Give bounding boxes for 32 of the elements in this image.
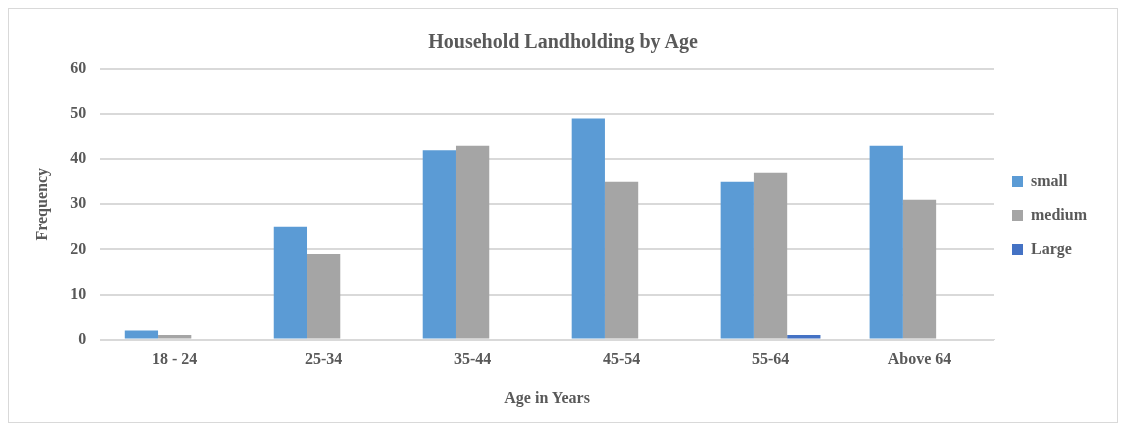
y-tick-label: 10 (70, 284, 87, 302)
y-tick-label: 60 (70, 59, 87, 77)
legend-label: medium (1031, 205, 1088, 223)
bar (124, 330, 159, 339)
bar (571, 118, 605, 339)
x-tick-label: 25-34 (304, 350, 343, 368)
bar (455, 145, 490, 339)
bar (158, 335, 192, 339)
y-tick-label: 20 (70, 239, 87, 257)
bar (787, 335, 821, 339)
y-tick-label: 40 (70, 149, 87, 167)
bar (307, 253, 341, 339)
legend-label: Large (1031, 239, 1072, 258)
y-tick-label: 0 (78, 329, 87, 347)
bar (604, 181, 639, 339)
bar (902, 199, 937, 339)
chart-title: Household Landholding by Age (428, 30, 698, 54)
x-tick-label: 35-44 (453, 350, 492, 368)
x-tick-label: 45-54 (602, 350, 641, 368)
bar (869, 145, 903, 339)
x-tick-label: 18 - 24 (152, 350, 198, 368)
y-axis-title: Frequency (32, 168, 51, 241)
bar (753, 172, 788, 339)
bar (720, 181, 754, 339)
x-tick-label: 55-64 (751, 350, 790, 368)
bar (273, 226, 308, 339)
x-tick-label: Above 64 (887, 350, 952, 368)
y-tick-label: 30 (70, 194, 87, 212)
legend-label: small (1031, 171, 1068, 189)
y-tick-label: 50 (70, 104, 87, 122)
bar (422, 150, 456, 339)
x-axis-title: Age in Years (504, 388, 590, 407)
